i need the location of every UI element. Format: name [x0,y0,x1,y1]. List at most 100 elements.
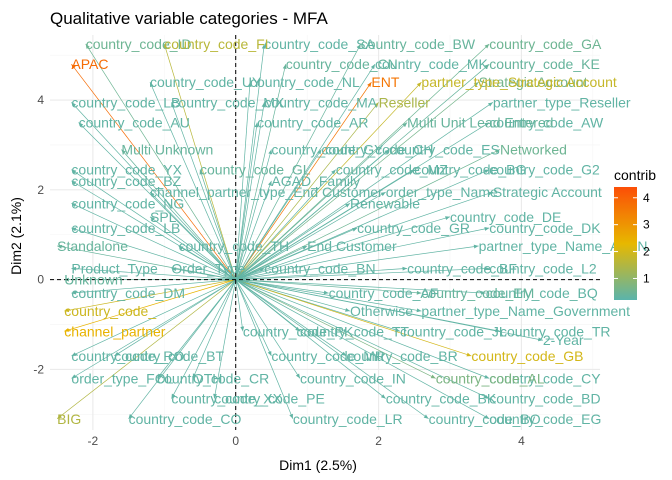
point-label: country_code_TR [500,323,611,339]
legend-tick-label: 4 [643,191,650,205]
point-label: country_code_UY [150,74,262,90]
arrow-line [171,102,237,280]
point-label: country_code_FI [164,36,268,52]
arrow-line [235,279,244,332]
arrow-line [71,169,236,280]
arrow-line [235,82,251,280]
point-label: country_code_LB [71,94,180,110]
point-label: OTH [193,370,223,386]
arrow-line [71,63,236,280]
arrow-line [235,268,265,280]
point-marker [78,122,84,128]
legend-tick-label: 1 [643,271,650,285]
point-marker [445,216,450,220]
point-label: Reseller [379,94,431,110]
point-label: country_code_LR [293,411,403,427]
arrow-line [235,191,386,280]
arrow-line [235,279,294,419]
x-tick-label: -2 [88,434,99,448]
point-marker [114,351,120,356]
point-label: country_code_AL [436,370,545,386]
point-marker [71,374,77,379]
arrow-line [235,102,265,280]
arrow-line [235,279,543,341]
arrow-line [71,279,236,379]
arrow-line [235,64,287,280]
point-label: country_code_BQ [486,285,598,301]
arrow-line [171,268,236,280]
point-label: country_code_GY [271,141,384,157]
point-marker [380,394,386,399]
point-label: country_code_BF [407,260,517,276]
point-marker [495,149,500,154]
point-label: country_code_JL [400,323,507,339]
arrow-line [235,279,429,420]
arrow-line [192,279,237,379]
point-label: country_code_NG [71,195,184,211]
point-marker [484,64,490,69]
point-label: country_code_AF [329,285,439,301]
point-marker [416,82,422,87]
point-label: country_code_BD [489,391,600,407]
point-label: Strategic Account [493,184,602,200]
point-marker [157,373,162,379]
point-marker [384,149,390,154]
point-marker [473,82,479,87]
point-marker [268,180,272,186]
point-label: country_code_GL [200,162,311,178]
point-label: country_code_ID [86,36,192,52]
arrow-line [235,149,501,280]
arrow-line [178,245,236,280]
point-marker [178,245,184,250]
arrow-line [171,279,237,399]
point-label: 2-Year [543,332,584,348]
x-tick-label: 4 [518,434,525,448]
arrow-line [235,169,415,280]
point-marker [395,328,400,332]
point-label: country_code_TH [179,238,290,254]
point-marker [352,228,358,232]
point-marker [259,268,265,272]
arrow-line [149,216,236,280]
arrow-line [235,102,494,280]
point-marker [430,374,436,379]
point-marker [150,216,155,222]
point-label: country_code_ES [389,141,500,157]
point-marker [481,290,486,295]
arrow-line [213,279,237,399]
arrow-line [85,43,237,280]
point-marker [71,203,77,208]
point-label: partner_type_Reseller [493,94,631,110]
point-marker [345,307,350,312]
point-marker [302,245,308,250]
arrow-line [235,216,451,280]
point-marker [484,169,490,174]
point-marker [71,227,77,232]
arrow-line [235,279,422,294]
point-marker [71,180,77,185]
point-label: country_code_BZ [71,173,181,189]
point-label: country_code_MK [375,56,489,72]
chart-title: Qualitative variable categories - MFA [50,9,328,28]
point-label: Multi Unit Lead Entered [407,115,553,131]
arrow-line [235,279,472,357]
point-label: country_code_EG [489,411,601,427]
point-marker [171,267,177,272]
arrow-line [156,279,236,379]
point-label: country_code_CH [321,141,433,157]
point-marker [71,169,77,174]
point-label: country_code_EM [421,285,534,301]
point-marker [71,266,77,271]
point-label: partner_type_Name_Government [421,303,630,319]
point-label: country_code_RO [71,348,184,364]
arrow-line [121,149,236,280]
point-label: country_code_CN [286,56,398,72]
point-labels: country_code_GAcountry_code_BWcountry_co… [57,36,651,427]
point-marker [71,102,76,108]
point-marker [487,191,493,196]
arrow-line [114,279,236,357]
arrow-line [235,268,408,280]
point-marker [171,102,175,108]
arrow-line [235,191,493,280]
point-marker [71,352,77,356]
